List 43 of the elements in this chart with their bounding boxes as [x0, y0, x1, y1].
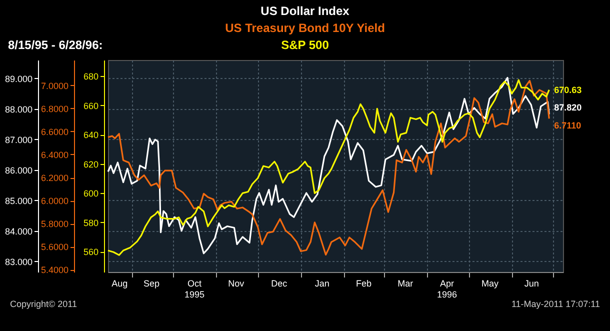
y2-tick-label: 5.6000: [40, 242, 68, 252]
y-tick-label: 83.000: [4, 256, 32, 267]
x-tick-label: Jun: [524, 278, 539, 288]
y3-tick-label: 580: [83, 218, 98, 228]
y2-tick-label: 6.4000: [40, 150, 68, 160]
y3-tick-label: 620: [83, 159, 98, 170]
text: US Dollar Index: [260, 3, 350, 20]
y2-tick-label: 6.0000: [40, 196, 68, 206]
y2-tick-label: 6.8000: [40, 104, 68, 114]
x-tick-label: Sep: [143, 278, 160, 288]
x-tick-label: Feb: [356, 278, 372, 288]
text: 11-May-2011 17:07:11: [511, 299, 600, 309]
y2-tick-label: 6.2000: [40, 173, 68, 184]
y2-tick-label: 5.4000: [40, 265, 68, 276]
chart-title: 8/15/95 - 6/28/96:: [8, 37, 103, 54]
y3-tick-label: 660: [83, 100, 98, 111]
text: Copyright© 2011: [10, 299, 78, 309]
y-tick-label: 88.000: [4, 104, 32, 114]
y2-tick-label: 5.8000: [40, 219, 68, 230]
x-tick-label: Apr 1996: [436, 278, 457, 300]
x-tick-label: Mar: [398, 278, 414, 288]
y3-tick-label: 680: [83, 72, 98, 82]
y2-tick-label: 6.6000: [40, 126, 68, 137]
x-tick-label: Oct 1995: [184, 278, 205, 300]
x-tick-label: Jan: [314, 278, 330, 288]
y-tick-label: 87.000: [4, 134, 32, 145]
text: US Treasury Bond 10Y Yield: [224, 20, 386, 37]
x-tick-label: Aug: [112, 278, 128, 288]
y-tick-label: 89.000: [4, 74, 32, 84]
x-tick-label: Dec: [271, 278, 288, 288]
y3-tick-label: 560: [83, 247, 98, 258]
x-tick-label: May: [481, 278, 499, 288]
x-tick-label: Nov: [228, 278, 245, 288]
y2-tick-label: 7.0000: [40, 80, 68, 91]
y-tick-label: 86.000: [4, 165, 32, 176]
text: S&P 500: [281, 38, 329, 52]
data-label: 87.820: [554, 102, 582, 112]
data-label: 6.7110: [554, 120, 582, 131]
y-tick-label: 85.000: [4, 196, 32, 206]
y-tick-label: 84.000: [4, 226, 32, 236]
data-label: 670.63: [554, 84, 582, 95]
y3-tick-label: 600: [83, 188, 98, 199]
y3-tick-label: 640: [83, 130, 98, 140]
